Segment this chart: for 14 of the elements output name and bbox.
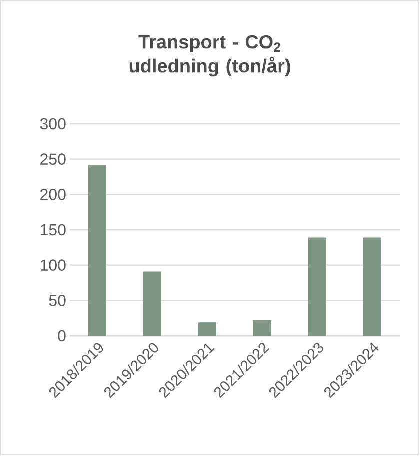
bar <box>88 164 106 336</box>
y-tick-label: 200 <box>40 189 66 200</box>
y-tick-label: 250 <box>40 154 66 165</box>
bar <box>198 322 216 336</box>
y-tick-label: 300 <box>40 118 66 130</box>
bar <box>363 238 382 336</box>
y-tick-label: 0 <box>58 330 66 342</box>
y-tick-label: 50 <box>49 295 66 306</box>
bar <box>253 320 272 336</box>
y-tick-label: 100 <box>40 260 66 271</box>
bar <box>308 238 326 336</box>
y-tick-label: 150 <box>40 224 66 236</box>
bar <box>143 272 162 336</box>
chart-title: Transport - CO$_{2}$ udledning (ton/år) <box>130 35 290 77</box>
